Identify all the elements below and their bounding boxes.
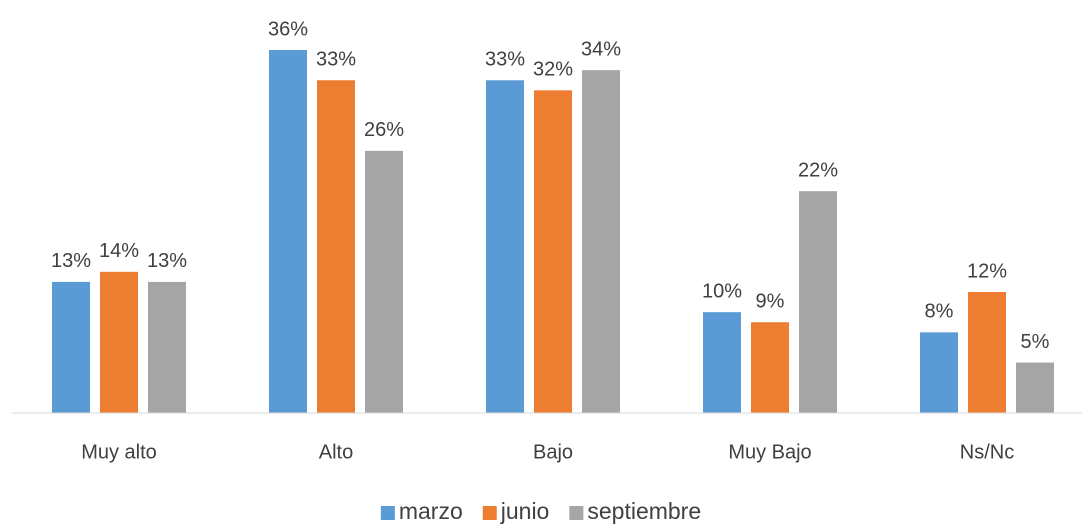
bar: [751, 322, 789, 413]
data-label: 33%: [316, 49, 356, 71]
data-label: 32%: [533, 59, 573, 81]
bar: [486, 80, 524, 413]
bar: [534, 90, 572, 413]
legend-swatch: [569, 506, 584, 520]
legend-label: marzo: [399, 498, 463, 524]
data-label: 13%: [147, 250, 187, 272]
bar: [52, 281, 90, 413]
data-label: 5%: [1021, 331, 1050, 353]
bar: [365, 150, 403, 414]
data-label: 10%: [702, 280, 742, 302]
bar: [148, 281, 186, 413]
data-label: 36%: [268, 18, 308, 40]
bar: [968, 292, 1006, 413]
bar: [582, 70, 620, 414]
bar: [317, 80, 355, 413]
bar: [920, 332, 958, 413]
data-label: 22%: [798, 159, 838, 181]
data-label: 13%: [51, 250, 91, 272]
data-label: 33%: [485, 49, 525, 71]
x-tick-label: Bajo: [533, 441, 573, 463]
x-tick-label: Ns/Nc: [960, 441, 1014, 463]
x-tick-label: Alto: [319, 441, 353, 463]
data-label: 34%: [581, 38, 621, 60]
bar: [703, 312, 741, 413]
x-tick-label: Muy alto: [81, 441, 157, 463]
bar: [269, 50, 307, 413]
bar: [100, 271, 138, 413]
data-label: 26%: [364, 119, 404, 141]
legend-swatch: [380, 506, 395, 520]
bar: [1016, 362, 1054, 413]
data-label: 8%: [925, 301, 954, 323]
bar: [799, 191, 837, 413]
legend-label: septiembre: [587, 498, 701, 524]
legend-swatch: [482, 506, 497, 520]
data-label: 12%: [967, 260, 1007, 282]
x-tick-label: Muy Bajo: [728, 441, 811, 463]
data-label: 14%: [99, 240, 139, 262]
data-label: 9%: [756, 291, 785, 313]
legend-label: junio: [500, 498, 550, 524]
